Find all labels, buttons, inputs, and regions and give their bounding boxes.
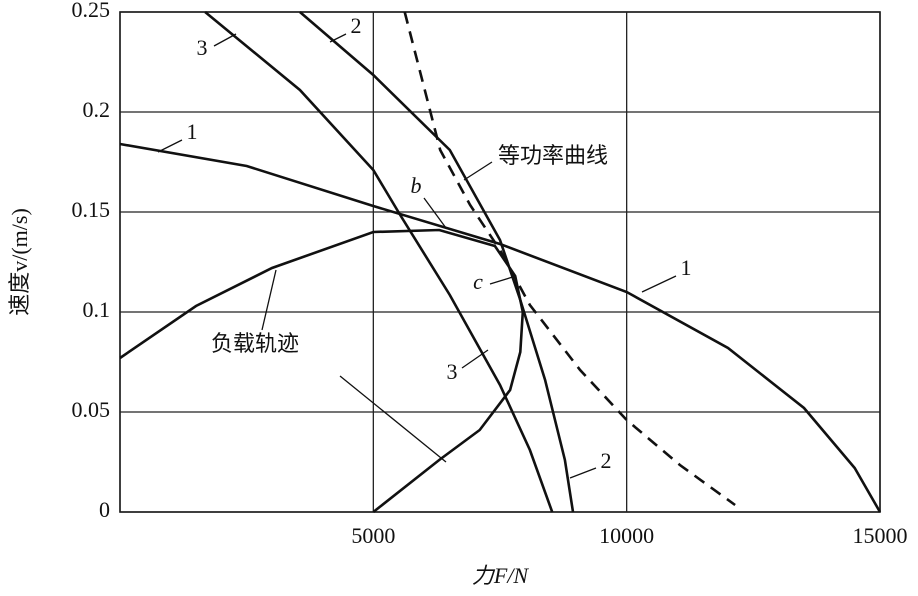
- x-tick-label: 10000: [599, 523, 654, 548]
- plot-frame: [119, 11, 881, 513]
- leader-line: [157, 139, 183, 153]
- curve-label: 等功率曲线: [498, 143, 608, 168]
- curve: [403, 11, 736, 507]
- curve-label: 3: [197, 35, 208, 60]
- y-tick-label: 0.15: [72, 197, 111, 222]
- leader-line: [261, 269, 277, 331]
- curve: [119, 228, 525, 514]
- leader-line: [461, 349, 489, 369]
- curve-label: b: [411, 173, 422, 198]
- leader-line: [641, 275, 677, 293]
- curve: [204, 10, 554, 513]
- x-tick-label: 5000: [351, 523, 395, 548]
- curve-label: c: [473, 269, 483, 294]
- y-tick-label: 0: [99, 497, 110, 522]
- curve-label: 负载轨迹: [211, 331, 299, 356]
- leader-line: [339, 375, 447, 463]
- curve-label: 1: [681, 255, 692, 280]
- y-axis-title: 速度v/(m/s): [7, 208, 32, 316]
- y-tick-label: 0.25: [72, 0, 111, 22]
- curve-label: 3: [447, 359, 458, 384]
- y-tick-label: 0.1: [83, 297, 111, 322]
- leader-line: [463, 161, 493, 181]
- leader-line: [489, 275, 517, 285]
- y-tick-label: 0.05: [72, 397, 111, 422]
- curve-label: 2: [601, 448, 612, 473]
- leader-line: [423, 197, 447, 229]
- leader-line: [569, 467, 597, 479]
- curve-label: 2: [351, 13, 362, 38]
- x-tick-label: 15000: [853, 523, 908, 548]
- leader-line: [329, 33, 347, 43]
- x-axis-title: 力F/N: [472, 563, 530, 588]
- leader-line: [213, 33, 237, 47]
- curve: [299, 11, 575, 513]
- y-tick-label: 0.2: [83, 97, 111, 122]
- curve-label: 1: [187, 119, 198, 144]
- curve: [119, 142, 882, 513]
